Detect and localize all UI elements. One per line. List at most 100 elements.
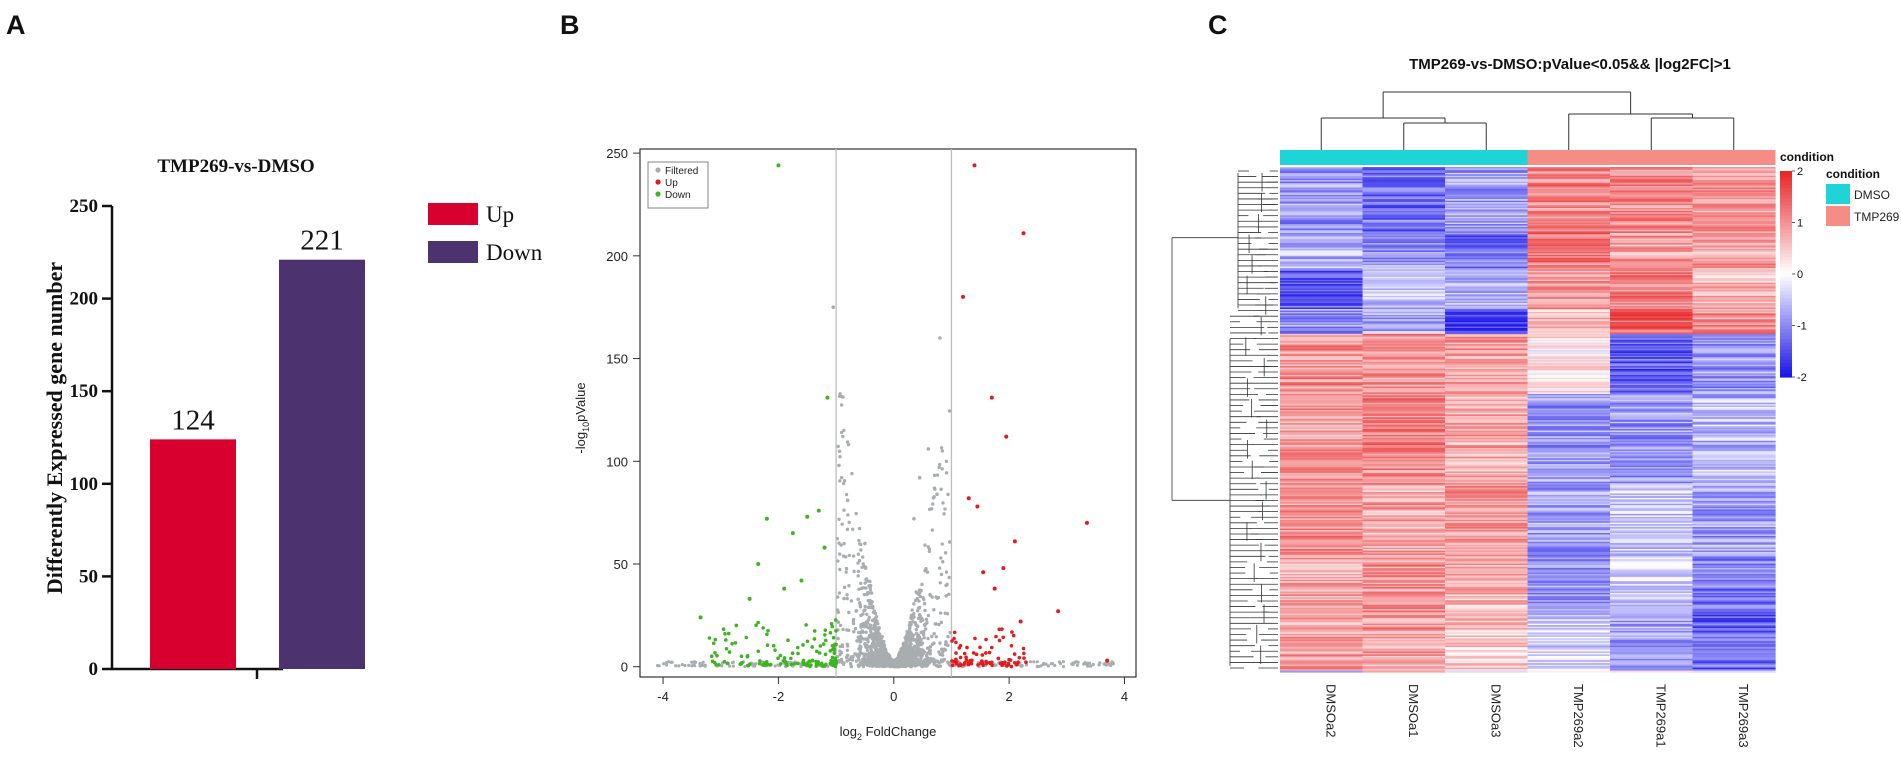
heatmap-cell — [1527, 426, 1611, 429]
heatmap-cell — [1362, 370, 1446, 373]
heatmap-cell — [1692, 360, 1776, 363]
heatmap-cell — [1527, 237, 1611, 240]
heatmap-cell — [1362, 325, 1446, 328]
heatmap-cell — [1280, 594, 1364, 597]
point-filtered — [904, 645, 909, 650]
heatmap-cell — [1610, 229, 1694, 233]
heatmap-cell — [1445, 310, 1529, 313]
heatmap-cell — [1280, 652, 1364, 656]
heatmap-cell — [1527, 546, 1611, 549]
point-filtered — [841, 627, 845, 632]
heatmap-cell — [1692, 225, 1776, 228]
point-down — [715, 653, 719, 658]
heatmap-cell — [1280, 253, 1364, 256]
heatmap-cell — [1610, 420, 1694, 423]
heatmap-cell — [1445, 470, 1529, 473]
bar-chart-ylabel: Differently Expressed gene number — [42, 262, 67, 594]
heatmap-cell — [1610, 487, 1694, 490]
heatmap-cell — [1527, 409, 1611, 413]
point-filtered — [930, 642, 935, 646]
heatmap-cell — [1527, 472, 1611, 475]
point-down — [724, 638, 728, 642]
point-down — [766, 628, 770, 633]
point-filtered — [865, 612, 869, 616]
heatmap-cell — [1445, 623, 1529, 626]
colorbar-segment — [1780, 219, 1792, 224]
heatmap-cell — [1362, 522, 1446, 525]
heatmap-cell — [1362, 392, 1446, 395]
heatmap-cell — [1610, 448, 1694, 451]
heatmap-cell — [1692, 379, 1776, 382]
point-down — [733, 641, 738, 645]
heatmap-cell — [1527, 294, 1611, 297]
heatmap-cell — [1445, 423, 1529, 426]
heatmap-cell — [1527, 352, 1611, 355]
heatmap-cell — [1610, 284, 1694, 287]
heatmap-cell — [1280, 499, 1364, 502]
heatmap-cell — [1445, 626, 1529, 629]
heatmap-cell — [1692, 595, 1776, 598]
heatmap-cell — [1445, 559, 1529, 562]
heatmap-cell — [1280, 298, 1364, 301]
point-filtered — [947, 575, 951, 580]
heatmap-cell — [1362, 527, 1446, 530]
heatmap-cell — [1362, 320, 1446, 323]
point-filtered — [919, 619, 923, 623]
point-filtered — [920, 648, 925, 652]
point-down — [832, 648, 837, 652]
heatmap-cell — [1445, 303, 1529, 306]
point-filtered — [857, 558, 862, 563]
heatmap-cell — [1280, 186, 1364, 189]
heatmap-cell — [1445, 219, 1529, 222]
point-up — [971, 651, 976, 655]
heatmap-cell — [1445, 191, 1529, 194]
heatmap-cell — [1280, 442, 1364, 445]
heatmap-cell — [1610, 591, 1694, 594]
heatmap-cell — [1610, 484, 1694, 487]
heatmap-cell — [1610, 219, 1694, 222]
heatmap-cell — [1280, 437, 1364, 440]
heatmap-cell — [1362, 568, 1446, 571]
heatmap-cell — [1692, 215, 1776, 218]
heatmap-cell — [1280, 585, 1364, 588]
point-filtered — [865, 579, 869, 583]
heatmap-cell — [1527, 232, 1611, 235]
point-down — [823, 633, 827, 637]
condition-legend-swatch-dmso — [1826, 184, 1850, 204]
heatmap-cell — [1280, 487, 1364, 490]
heatmap-cell — [1362, 585, 1446, 588]
heatmap-cell — [1610, 532, 1694, 536]
heatmap-cell — [1692, 180, 1776, 183]
heatmap-cell — [1445, 582, 1529, 585]
heatmap-cell — [1527, 592, 1611, 596]
heatmap-cell — [1362, 449, 1446, 452]
heatmap-cell — [1362, 470, 1446, 473]
point-down — [833, 618, 838, 622]
heatmap-cell — [1445, 361, 1529, 364]
heatmap-cell — [1280, 389, 1364, 392]
heatmap-cell — [1445, 613, 1529, 616]
heatmap-cell — [1280, 409, 1364, 413]
heatmap-cell — [1445, 655, 1529, 658]
heatmap-cell — [1527, 462, 1611, 465]
point-filtered — [728, 664, 732, 668]
heatmap-cell — [1280, 349, 1364, 353]
heatmap-cell — [1362, 402, 1446, 405]
point-filtered — [917, 599, 921, 603]
heatmap-cell — [1445, 560, 1529, 563]
heatmap-cell — [1527, 669, 1611, 672]
heatmap-cell — [1280, 174, 1364, 177]
heatmap-cell — [1610, 300, 1694, 303]
point-filtered — [720, 664, 724, 668]
heatmap-cell — [1280, 519, 1364, 522]
heatmap-cell — [1280, 579, 1364, 582]
heatmap-cell — [1445, 544, 1529, 547]
heatmap-cell — [1362, 524, 1446, 527]
point-down — [792, 662, 797, 666]
heatmap-cell — [1362, 380, 1446, 383]
heatmap-cell — [1610, 669, 1694, 672]
heatmap-cell — [1527, 528, 1611, 531]
heatmap-cell — [1610, 287, 1694, 290]
heatmap-cell — [1280, 645, 1364, 648]
heatmap-cell — [1692, 183, 1776, 186]
